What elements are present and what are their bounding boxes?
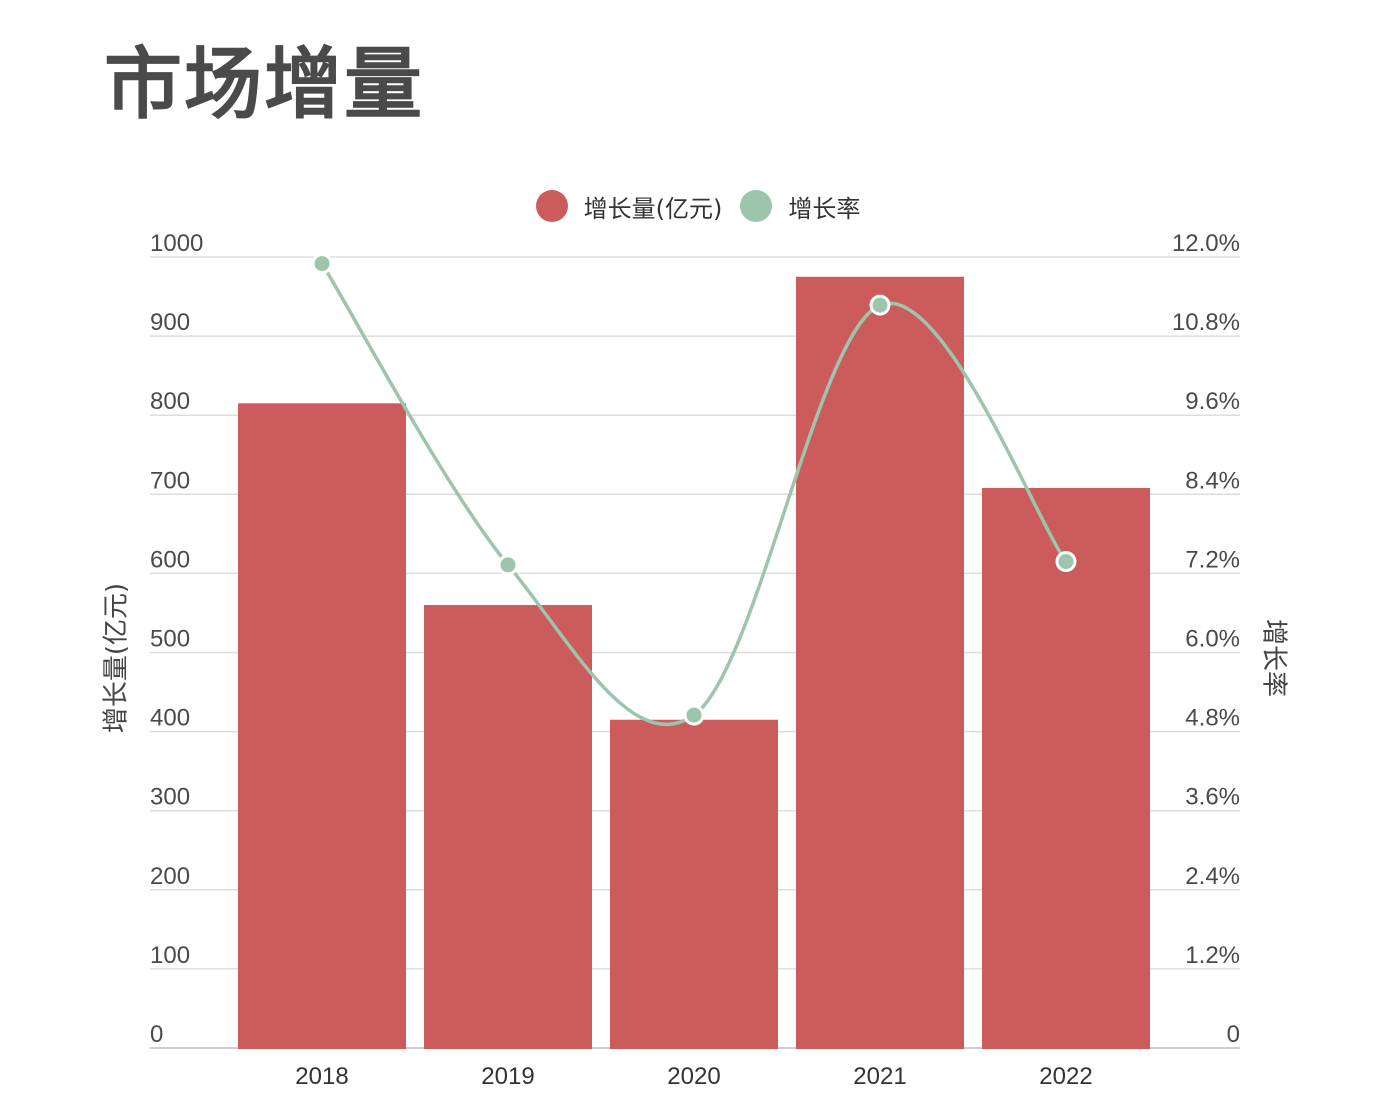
left-axis-tick-label: 300 (150, 784, 190, 811)
left-axis-tick-label: 800 (150, 388, 190, 415)
right-axis-tick-label: 7.2% (1185, 546, 1240, 573)
x-axis-tick-label: 2021 (853, 1063, 906, 1090)
line-series (311, 253, 1077, 726)
right-axis-tick-label: 12.0% (1172, 230, 1240, 257)
right-axis-tick-label: 10.8% (1172, 309, 1240, 336)
bar-2021[interactable] (796, 276, 964, 1049)
right-axis-tick-label: 0 (1227, 1021, 1240, 1048)
rate-point-2022[interactable] (1055, 551, 1077, 573)
left-axis-tick-label: 400 (150, 705, 190, 732)
right-axis-tick-label: 2.4% (1185, 863, 1240, 890)
right-axis-tick-label: 6.0% (1185, 626, 1240, 653)
rate-point-2021[interactable] (869, 294, 891, 316)
legend-label-growth-rate: 增长率 (788, 194, 861, 223)
right-axis-tick-label: 4.8% (1185, 705, 1240, 732)
left-axis-tick-label: 1000 (150, 230, 203, 257)
bar-2020[interactable] (610, 719, 778, 1049)
legend-swatch-growth-rate (740, 190, 773, 222)
growth-rate-line (320, 262, 1068, 726)
legend-swatch-growth-amount (535, 190, 568, 222)
left-axis-tick-label: 0 (150, 1021, 163, 1048)
bar-2018[interactable] (238, 403, 406, 1050)
rate-point-2019[interactable] (497, 554, 519, 576)
x-axis-tick-label: 2018 (295, 1063, 348, 1090)
left-axis-tick-label: 100 (150, 942, 190, 969)
left-axis-tick-label: 200 (150, 863, 190, 890)
rate-point-2018[interactable] (311, 253, 333, 275)
rate-point-2020[interactable] (683, 704, 705, 726)
legend-item-growth-amount[interactable]: 增长量(亿元) (535, 189, 723, 224)
legend-item-growth-rate[interactable]: 增长率 (740, 189, 860, 224)
x-axis-tick-label: 2019 (481, 1063, 534, 1090)
bar-2019[interactable] (424, 605, 592, 1049)
right-axis-tick-label: 8.4% (1185, 467, 1240, 494)
legend-label-growth-amount: 增长量(亿元) (583, 194, 723, 223)
axis-ticks: 0 0 100 1.2% 200 2.4% 300 3.6% 400 4.8% 500 6.0% 600… (150, 230, 1240, 1090)
x-axis-tick-label: 2022 (1039, 1063, 1092, 1090)
right-axis-tick-label: 9.6% (1185, 388, 1240, 415)
left-axis-tick-label: 500 (150, 626, 190, 653)
bar-2022[interactable] (982, 487, 1150, 1049)
bar-series (238, 276, 1150, 1050)
x-axis-tick-label: 2020 (667, 1063, 720, 1090)
left-axis-tick-label: 700 (150, 467, 190, 494)
chart-legend: 增长量(亿元) 增长率 (0, 188, 1396, 224)
left-axis-tick-label: 600 (150, 546, 190, 573)
page-title: 市场增量 (104, 40, 425, 130)
left-axis-tick-label: 900 (150, 309, 190, 336)
right-axis-tick-label: 3.6% (1185, 784, 1240, 811)
right-axis-tick-label: 1.2% (1185, 942, 1240, 969)
